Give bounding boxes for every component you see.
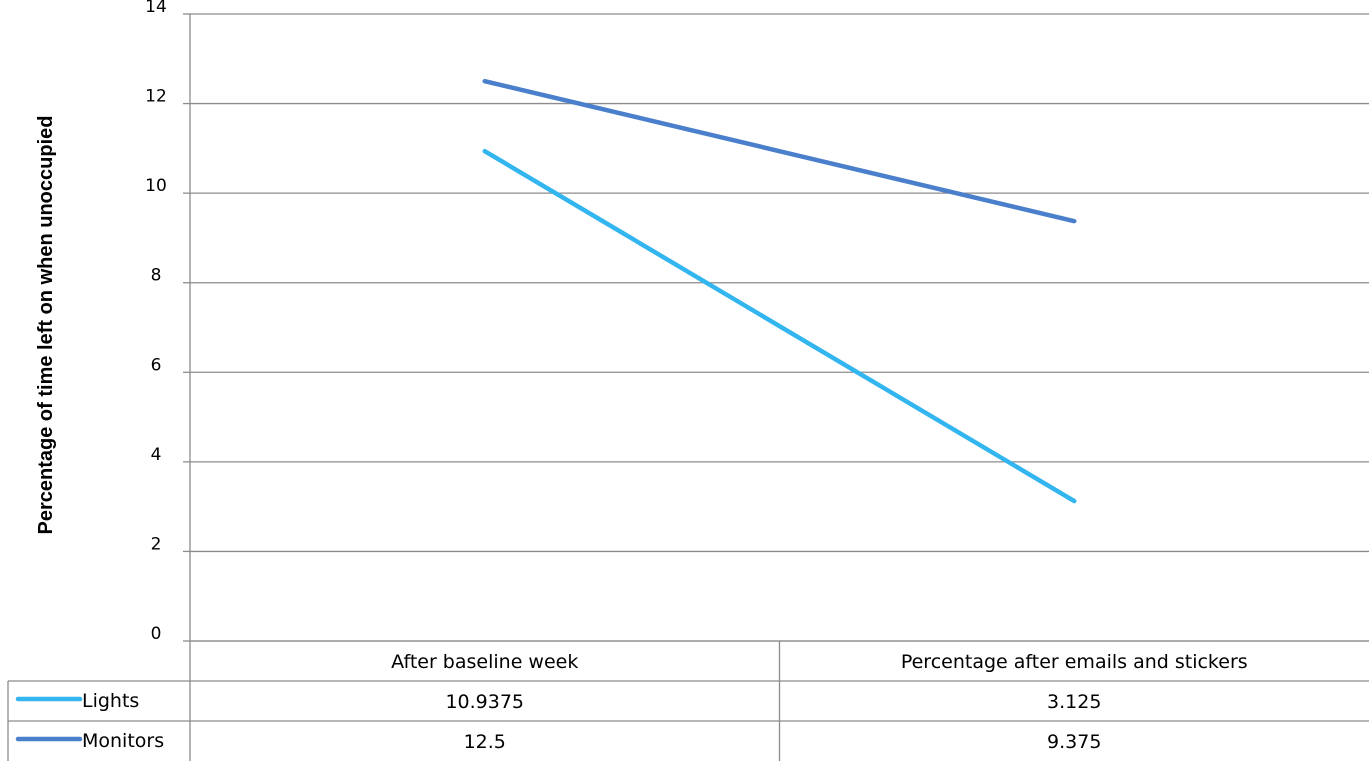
y-tick-label: 10 <box>145 176 167 196</box>
data-label: 9.375 <box>1047 731 1101 753</box>
data-label: 3.125 <box>1047 691 1101 713</box>
y-tick-label: 0 <box>151 624 162 644</box>
y-tick-label: 8 <box>151 266 162 286</box>
grid-lines <box>183 13 1369 642</box>
category-label: After baseline week <box>391 651 578 673</box>
y-tick-label: 14 <box>145 0 167 17</box>
legend-label: Monitors <box>82 730 164 752</box>
series-line-monitors <box>482 78 1077 224</box>
y-tick-labels: 0 2 4 6 8 10 12 14 <box>145 0 167 644</box>
legend-label: Lights <box>82 690 139 712</box>
y-tick-label: 4 <box>151 445 162 465</box>
y-tick-label: 12 <box>145 87 167 107</box>
data-table: After baseline week Percentage after emai… <box>7 640 1369 761</box>
y-axis-label: Percentage of time left on when unoccupi… <box>35 116 57 535</box>
series-lines <box>482 78 1077 504</box>
category-label: Percentage after emails and stickers <box>901 651 1248 673</box>
data-label: 10.9375 <box>445 691 524 713</box>
y-tick-label: 2 <box>151 534 162 554</box>
series-line-lights <box>482 148 1077 504</box>
data-label: 12.5 <box>464 731 506 753</box>
y-tick-label: 6 <box>151 355 162 375</box>
